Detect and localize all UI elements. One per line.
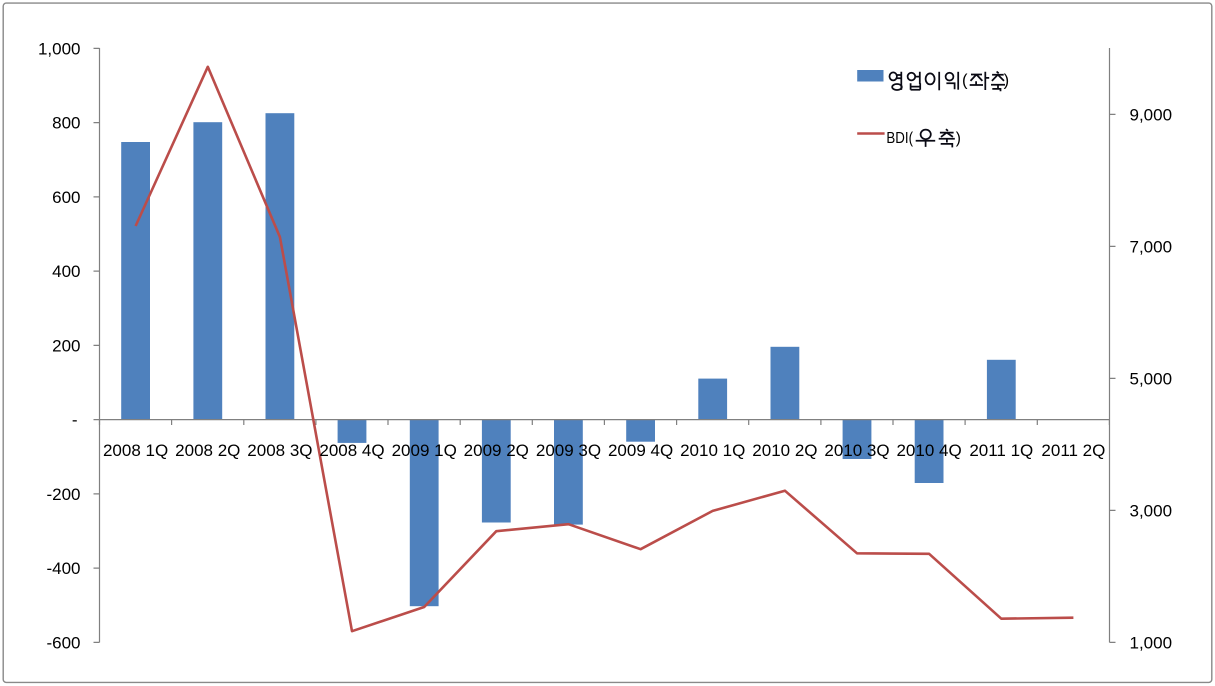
svg-text:2008 2Q: 2008 2Q — [175, 441, 240, 460]
svg-text:2008 4Q: 2008 4Q — [319, 441, 384, 460]
svg-text:2010 4Q: 2010 4Q — [896, 441, 961, 460]
svg-text:(: ( — [962, 72, 968, 90]
svg-text:-200: -200 — [46, 485, 80, 504]
svg-text:2010 2Q: 2010 2Q — [752, 441, 817, 460]
svg-text:): ) — [956, 130, 961, 147]
svg-text:1,000: 1,000 — [38, 39, 81, 58]
svg-text:BDI(: BDI( — [886, 130, 913, 147]
svg-text:2008 3Q: 2008 3Q — [247, 441, 312, 460]
svg-text:2009 1Q: 2009 1Q — [392, 441, 457, 460]
svg-text:400: 400 — [52, 262, 80, 281]
svg-text:2011 2Q: 2011 2Q — [1041, 441, 1105, 460]
svg-text:200: 200 — [52, 336, 80, 355]
svg-text:-600: -600 — [46, 633, 80, 652]
svg-text:-400: -400 — [46, 559, 80, 578]
svg-text:5,000: 5,000 — [1130, 369, 1173, 388]
svg-text:2010 3Q: 2010 3Q — [824, 441, 889, 460]
svg-text:2010 1Q: 2010 1Q — [680, 441, 745, 460]
svg-text:800: 800 — [52, 114, 80, 133]
svg-text:9,000: 9,000 — [1130, 105, 1173, 124]
svg-text:600: 600 — [52, 188, 80, 207]
svg-text:1,000: 1,000 — [1130, 633, 1173, 652]
svg-text:): ) — [1004, 72, 1010, 90]
svg-text:-: - — [72, 411, 78, 430]
svg-text:2009 4Q: 2009 4Q — [608, 441, 673, 460]
svg-text:2009 3Q: 2009 3Q — [536, 441, 601, 460]
svg-text:7,000: 7,000 — [1130, 237, 1173, 256]
svg-text:2009 2Q: 2009 2Q — [464, 441, 529, 460]
svg-text:3,000: 3,000 — [1130, 501, 1173, 520]
svg-text:2008 1Q: 2008 1Q — [103, 441, 168, 460]
svg-text:2011 1Q: 2011 1Q — [969, 441, 1033, 460]
